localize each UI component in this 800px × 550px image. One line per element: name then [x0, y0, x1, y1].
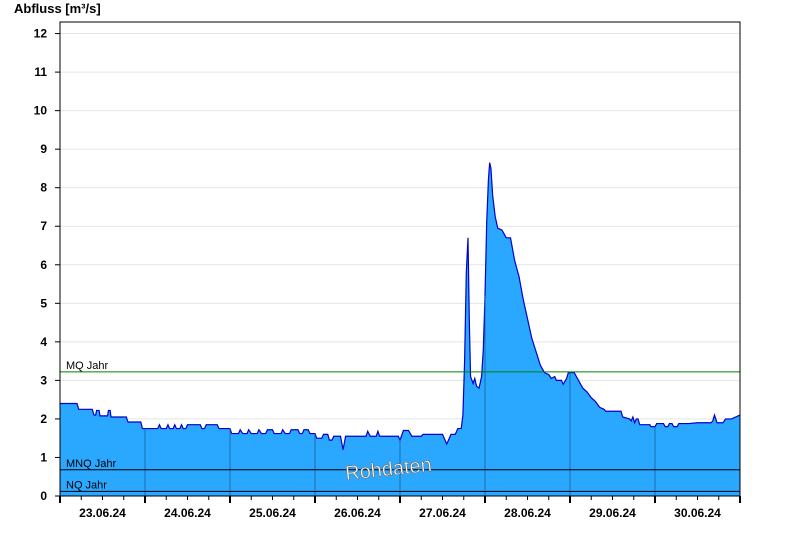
- x-tick-label-6: 29.06.24: [589, 506, 636, 520]
- reference-line-label-2: NQ Jahr: [66, 479, 107, 491]
- y-tick-label-5: 5: [40, 296, 47, 310]
- x-tick-label-4: 27.06.24: [419, 506, 466, 520]
- y-axis-label: Abfluss [m³/s]: [14, 1, 101, 16]
- y-tick-label-3: 3: [40, 373, 47, 387]
- x-tick-label-3: 26.06.24: [334, 506, 381, 520]
- y-tick-label-6: 6: [40, 258, 47, 272]
- x-tick-label-5: 28.06.24: [504, 506, 551, 520]
- grid-lines: [60, 33, 740, 458]
- y-tick-label-10: 10: [34, 104, 48, 118]
- y-tick-label-9: 9: [40, 142, 47, 156]
- discharge-line: [60, 162, 741, 450]
- x-tick-label-7: 30.06.24: [674, 506, 721, 520]
- reference-line-label-1: MNQ Jahr: [66, 458, 116, 470]
- reference-line-label-0: MQ Jahr: [66, 360, 109, 372]
- y-tick-label-0: 0: [40, 489, 47, 503]
- y-tick-label-2: 2: [40, 412, 47, 426]
- x-tick-label-2: 25.06.24: [249, 506, 296, 520]
- plot-frame: [59, 21, 741, 497]
- x-axis: 23.06.24 24.06.24 25.06.24 26.06.24 27.06.24…: [59, 495, 741, 520]
- day-divider-lines: [144, 295, 656, 496]
- y-tick-label-11: 11: [34, 65, 47, 79]
- reference-lines: MQ Jahr MNQ Jahr NQ Jahr: [60, 360, 740, 492]
- y-tick-label-1: 1: [40, 450, 47, 464]
- y-tick-label-12: 12: [34, 27, 48, 41]
- y-tick-label-4: 4: [40, 335, 47, 349]
- x-tick-label-1: 24.06.24: [164, 506, 211, 520]
- y-tick-label-7: 7: [40, 219, 47, 233]
- x-tick-label-0: 23.06.24: [79, 506, 126, 520]
- y-tick-label-8: 8: [40, 181, 47, 195]
